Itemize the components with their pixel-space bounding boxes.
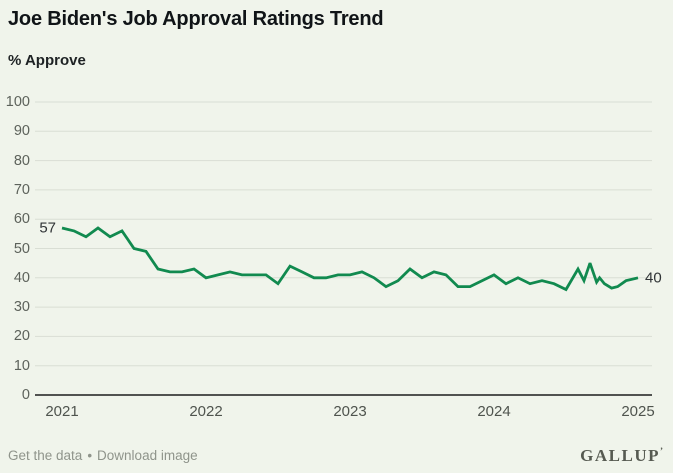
y-axis-tick-label: 80 <box>13 152 30 169</box>
y-axis-tick-label: 10 <box>13 357 30 374</box>
x-axis-tick-label: 2025 <box>621 403 655 420</box>
y-axis-tick-label: 40 <box>13 269 30 286</box>
x-axis-tick-label: 2023 <box>333 403 367 420</box>
y-axis-tick-label: 50 <box>13 240 30 257</box>
footer-separator: • <box>87 448 93 463</box>
gallup-logo: GALLUP’ <box>580 446 663 466</box>
x-axis-tick-label: 2024 <box>477 403 511 420</box>
end-point-label: 40 <box>645 269 662 287</box>
x-axis-tick-label: 2021 <box>45 403 79 420</box>
download-image-link[interactable]: Download image <box>97 448 198 463</box>
approval-trend-line <box>61 226 639 292</box>
gallup-trademark-mark: ’ <box>660 446 663 456</box>
y-axis-tick-label: 0 <box>21 387 30 403</box>
page-title: Joe Biden's Job Approval Ratings Trend <box>8 8 384 30</box>
y-axis-tick-label: 90 <box>13 123 30 140</box>
footer-links: Get the data • Download image <box>8 448 198 463</box>
y-axis-tick-label: 20 <box>13 328 30 345</box>
gallup-wordmark: GALLUP <box>580 446 660 465</box>
y-axis-tick-label: 70 <box>13 181 30 198</box>
y-axis-tick-label: 30 <box>13 299 30 316</box>
chart-subtitle: % Approve <box>8 52 86 69</box>
y-axis-tick-label: 60 <box>13 211 30 228</box>
start-point-label: 57 <box>39 219 56 237</box>
chart-footer: Get the data • Download image GALLUP’ <box>0 441 673 473</box>
y-axis-tick-label: 100 <box>5 94 30 110</box>
x-axis-tick-label: 2022 <box>189 403 223 420</box>
get-the-data-link[interactable]: Get the data <box>8 448 83 463</box>
